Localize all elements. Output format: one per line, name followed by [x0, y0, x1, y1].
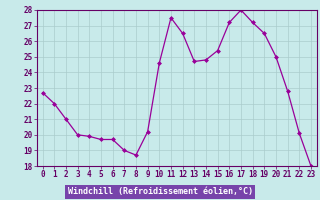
Text: Windchill (Refroidissement éolien,°C): Windchill (Refroidissement éolien,°C) [68, 187, 252, 196]
